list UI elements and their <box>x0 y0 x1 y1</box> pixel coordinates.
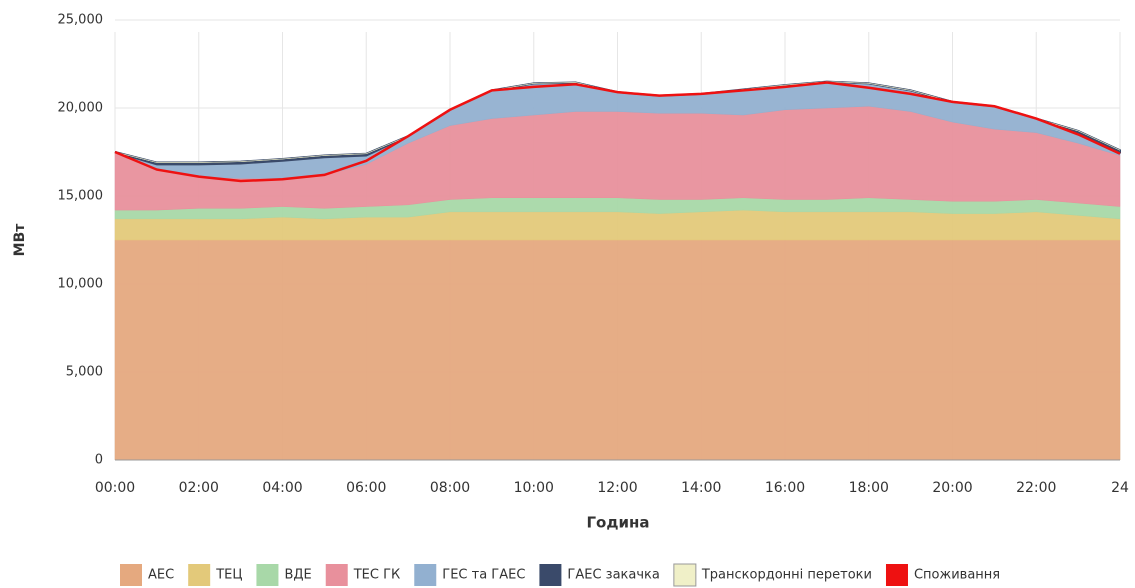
legend-swatch <box>539 564 562 586</box>
x-tick-label: 02:00 <box>179 480 219 496</box>
x-tick-label: 16:00 <box>765 480 805 496</box>
y-tick-label: 10,000 <box>58 277 104 292</box>
x-tick-label: 06:00 <box>346 480 386 496</box>
y-tick-label: 15,000 <box>58 189 104 204</box>
x-tick-label: 20:00 <box>932 480 972 496</box>
legend-label: ТЕЦ <box>215 568 242 583</box>
x-tick-label: 24 <box>1111 480 1129 496</box>
y-tick-label: 25,000 <box>58 13 104 28</box>
legend-label: ВДЕ <box>284 568 311 583</box>
area <box>114 239 1121 461</box>
x-tick-label: 00:00 <box>95 480 135 496</box>
y-axis-label: МВт <box>12 223 28 257</box>
y-tick-label: 5,000 <box>66 365 103 380</box>
legend-label: ТЕС ГК <box>353 568 401 583</box>
legend-swatch <box>188 564 211 586</box>
x-axis-label: Година <box>587 514 650 532</box>
legend-label: Транскордонні перетоки <box>701 568 872 583</box>
y-tick-label: 20,000 <box>58 101 104 116</box>
legend-label: ГЕС та ГАЕС <box>442 568 525 583</box>
x-tick-label: 14:00 <box>681 480 721 496</box>
legend-swatch <box>256 564 279 586</box>
legend-label: ГАЕС закачка <box>567 568 659 583</box>
y-tick-label: 0 <box>95 453 103 468</box>
legend-swatch <box>120 564 142 586</box>
legend-swatch <box>325 564 348 586</box>
x-tick-label: 18:00 <box>849 480 889 496</box>
legend-swatch <box>885 564 908 586</box>
legend-label: АЕС <box>148 568 174 583</box>
legend-swatch <box>414 564 437 586</box>
x-tick-label: 04:00 <box>262 480 302 496</box>
x-tick-label: 08:00 <box>430 480 470 496</box>
x-tick-label: 22:00 <box>1016 480 1056 496</box>
legend-label: Споживання <box>914 568 1000 583</box>
line <box>114 81 1121 183</box>
x-tick-label: 10:00 <box>514 480 554 496</box>
legend-swatch <box>673 563 697 587</box>
x-tick-label: 12:00 <box>597 480 637 496</box>
